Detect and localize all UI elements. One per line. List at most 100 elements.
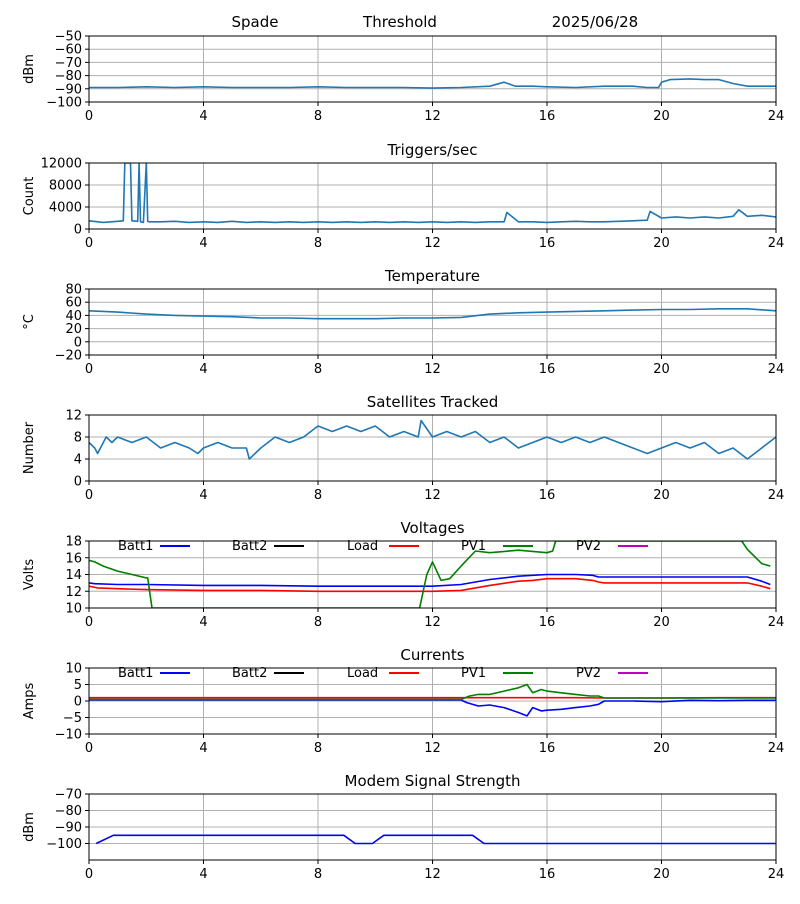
chart3-x-tick-label: 0 [85, 362, 93, 377]
chart6-title: Currents [400, 646, 464, 664]
chart7-x-tick-label: 12 [424, 867, 441, 882]
chart5-title: Voltages [400, 519, 464, 537]
chart3-x-tick-label: 4 [199, 362, 207, 377]
chart3-y-tick-label: 80 [65, 283, 82, 298]
chart3-x-tick-label: 16 [539, 362, 556, 377]
chart5-y-tick-label: 14 [65, 568, 82, 583]
chart3-x-tick-label: 20 [653, 362, 670, 377]
chart6-ylabel: Amps [22, 682, 37, 719]
chart6-y-tick-label: 5 [74, 678, 82, 693]
chart7-y-tick-label: −90 [55, 821, 82, 836]
chart6-legend-label-pv2: PV2 [576, 666, 601, 681]
chart1-y-tick-label: −50 [55, 30, 82, 45]
chart5-y-tick-label: 16 [65, 551, 82, 566]
chart6-legend-label-pv1: PV1 [461, 666, 486, 681]
chart2-x-tick-label: 0 [85, 236, 93, 251]
chart7-x-tick-label: 0 [85, 867, 93, 882]
chart5-x-tick-label: 24 [768, 615, 785, 630]
chart2-x-tick-label: 16 [539, 236, 556, 251]
header-mode: Threshold [362, 13, 437, 31]
chart2-y-tick-label: 8000 [49, 179, 82, 194]
chart4-y-tick-label: 0 [74, 475, 82, 490]
chart2-x-tick-label: 20 [653, 236, 670, 251]
chart5-legend-label-pv2: PV2 [576, 539, 601, 554]
chart5-legend-label-load: Load [347, 539, 378, 554]
chart4-ylabel: Number [22, 421, 37, 474]
chart1-x-tick-label: 4 [199, 109, 207, 124]
chart6-legend-label-batt1: Batt1 [118, 666, 153, 681]
chart4-y-tick-label: 4 [74, 453, 82, 468]
chart4-x-tick-label: 16 [539, 488, 556, 503]
chart6-y-tick-label: −5 [63, 711, 82, 726]
chart3-title: Temperature [384, 267, 480, 285]
chart1-y-tick-label: −100 [46, 96, 82, 111]
chart5-line-batt1 [89, 575, 770, 587]
chart6-x-tick-label: 12 [424, 741, 441, 756]
chart3-y-tick-label: 0 [74, 335, 82, 350]
chart7-x-tick-label: 8 [314, 867, 322, 882]
chart6-y-tick-label: −10 [55, 728, 82, 743]
chart2-y-tick-label: 12000 [41, 157, 82, 172]
chart4-x-tick-label: 8 [314, 488, 322, 503]
chart1-x-tick-label: 8 [314, 109, 322, 124]
chart4-y-tick-label: 12 [65, 409, 82, 424]
chart2-ylabel: Count [22, 177, 37, 216]
chart3-y-tick-label: 20 [65, 322, 82, 337]
chart5-legend-label-batt1: Batt1 [118, 539, 153, 554]
chart6-x-tick-label: 0 [85, 741, 93, 756]
chart6-x-tick-label: 24 [768, 741, 785, 756]
chart7-y-tick-label: −80 [55, 804, 82, 819]
chart1-ylabel: dBm [22, 54, 37, 84]
chart4-x-tick-label: 24 [768, 488, 785, 503]
chart7-ylabel: dBm [22, 812, 37, 842]
chart2-y-tick-label: 4000 [49, 201, 82, 216]
chart6-x-tick-label: 4 [199, 741, 207, 756]
chart7-title: Modem Signal Strength [345, 772, 521, 790]
header-station: Spade [232, 13, 279, 31]
chart2-x-tick-label: 12 [424, 236, 441, 251]
chart3-ylabel: °C [22, 314, 37, 330]
chart7-y-tick-label: −100 [46, 837, 82, 852]
chart2-title: Triggers/sec [387, 141, 478, 159]
chart7-x-tick-label: 4 [199, 867, 207, 882]
chart1-y-tick-label: −70 [55, 56, 82, 71]
chart6-y-tick-label: 0 [74, 695, 82, 710]
chart5-y-tick-label: 10 [65, 602, 82, 617]
chart6-legend-label-load: Load [347, 666, 378, 681]
chart3-y-tick-label: 60 [65, 296, 82, 311]
chart3-y-tick-label: 40 [65, 309, 82, 324]
chart3-y-tick-label: −20 [55, 349, 82, 364]
chart6-legend-label-batt2: Batt2 [232, 666, 267, 681]
chart3-x-tick-label: 24 [768, 362, 785, 377]
chart1-y-tick-label: −90 [55, 82, 82, 97]
chart1-x-tick-label: 24 [768, 109, 785, 124]
chart6-x-tick-label: 8 [314, 741, 322, 756]
chart1-x-tick-label: 16 [539, 109, 556, 124]
chart6-x-tick-label: 16 [539, 741, 556, 756]
chart5-ylabel: Volts [22, 559, 37, 591]
chart6-x-tick-label: 20 [653, 741, 670, 756]
chart1-y-tick-label: −60 [55, 43, 82, 58]
chart3-x-tick-label: 12 [424, 362, 441, 377]
chart7-x-tick-label: 20 [653, 867, 670, 882]
chart1-y-tick-label: −80 [55, 69, 82, 84]
chart4-x-tick-label: 0 [85, 488, 93, 503]
chart5-x-tick-label: 12 [424, 615, 441, 630]
chart5-x-tick-label: 20 [653, 615, 670, 630]
chart7-x-tick-label: 24 [768, 867, 785, 882]
chart4-title: Satellites Tracked [367, 393, 498, 411]
chart2-x-tick-label: 4 [199, 236, 207, 251]
chart2-x-tick-label: 24 [768, 236, 785, 251]
chart7-line-series1 [96, 835, 776, 843]
chart5-y-tick-label: 18 [65, 535, 82, 550]
chart1-x-tick-label: 20 [653, 109, 670, 124]
chart1-x-tick-label: 12 [424, 109, 441, 124]
chart2-y-tick-label: 0 [74, 223, 82, 238]
chart7-x-tick-label: 16 [539, 867, 556, 882]
chart4-x-tick-label: 20 [653, 488, 670, 503]
chart6-y-tick-label: 10 [65, 662, 82, 677]
chart4-x-tick-label: 12 [424, 488, 441, 503]
chart5-y-tick-label: 12 [65, 585, 82, 600]
chart5-legend-label-pv1: PV1 [461, 539, 486, 554]
